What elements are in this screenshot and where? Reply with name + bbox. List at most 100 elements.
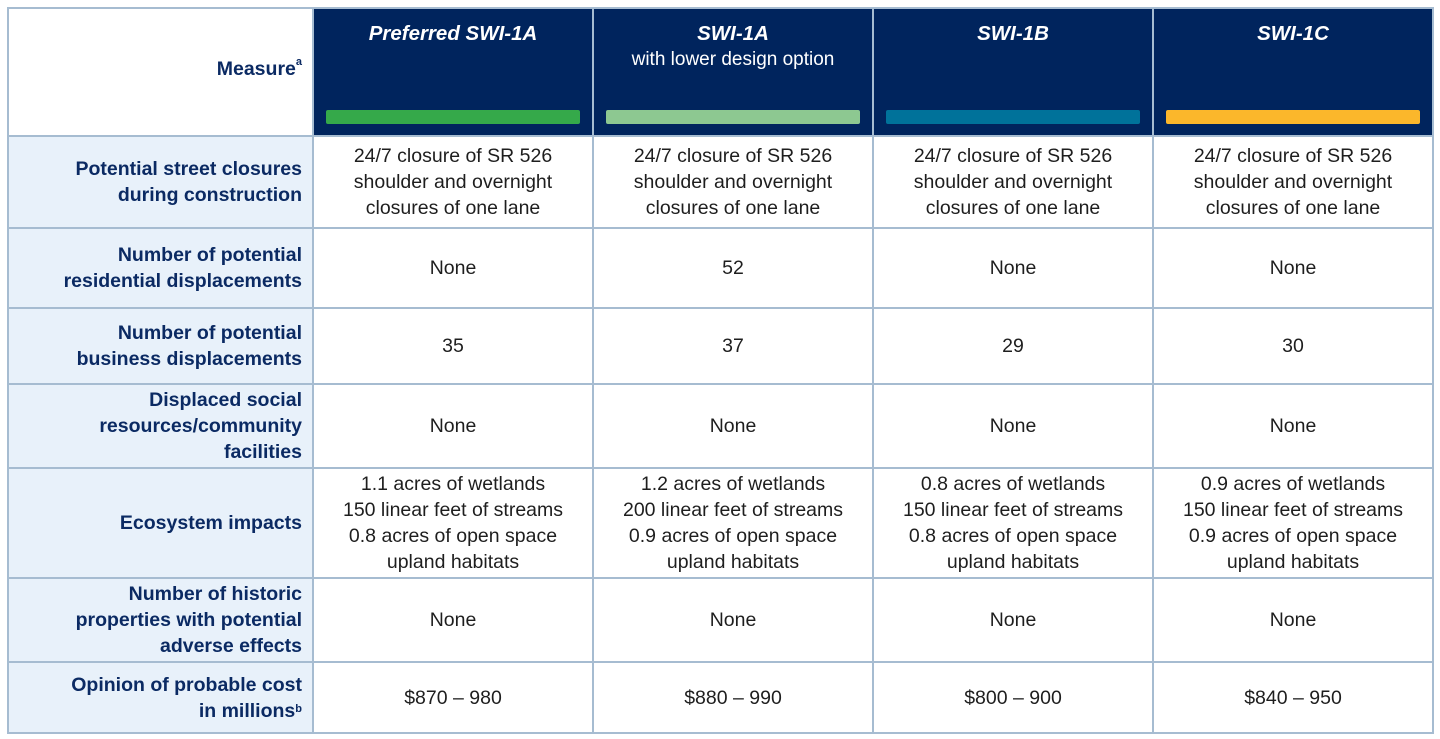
value-text: $880 – 990: [684, 686, 782, 709]
value-text: None: [429, 609, 477, 631]
value-cell: 1.1 acres of wetlands 150 linear feet of…: [312, 467, 594, 579]
measure-cell: Opinion of probable cost in millionsb: [7, 661, 314, 734]
value-text: None: [709, 415, 757, 437]
measure-text: properties with potential: [75, 609, 302, 631]
value-text: $840 – 950: [1244, 686, 1342, 709]
value-text: None: [429, 257, 477, 279]
option-subtitle: with lower design option: [631, 49, 835, 70]
measure-column-header: Measurea: [7, 7, 314, 137]
value-cell: 24/7 closure of SR 526 shoulder and over…: [1152, 135, 1434, 229]
value-cell: 52: [592, 227, 874, 309]
value-cell: 30: [1152, 307, 1434, 385]
option-title: SWI-1A: [697, 22, 769, 45]
measure-cell: Potential street closures during constru…: [7, 135, 314, 229]
measure-cell: Ecosystem impacts: [7, 467, 314, 579]
table-row-residential-displacements: Number of potential residential displace…: [7, 227, 1434, 309]
value-text: None: [1269, 609, 1317, 631]
value-text: 0.8 acres of open space: [908, 525, 1118, 547]
value-cell: $880 – 990: [592, 661, 874, 734]
value-text: shoulder and overnight: [633, 171, 833, 193]
value-cell: None: [1152, 227, 1434, 309]
option-title: SWI-1C: [1257, 22, 1329, 45]
value-cell: 35: [312, 307, 594, 385]
value-cell: None: [592, 383, 874, 469]
option-header-preferred-swi-1a: Preferred SWI-1A: [312, 7, 594, 137]
table-row-business-displacements: Number of potential business displacemen…: [7, 307, 1434, 385]
value-text: closures of one lane: [1205, 197, 1381, 219]
value-text: 150 linear feet of streams: [902, 499, 1124, 521]
header-row: Measurea Preferred SWI-1A SWI-1A with lo…: [7, 7, 1434, 137]
value-text: 150 linear feet of streams: [1182, 499, 1404, 521]
value-text: 0.9 acres of wetlands: [1200, 473, 1386, 495]
value-cell: $870 – 980: [312, 661, 594, 734]
table-row-street-closures: Potential street closures during constru…: [7, 135, 1434, 229]
value-cell: $840 – 950: [1152, 661, 1434, 734]
footnote-marker-b: b: [295, 702, 302, 715]
measure-text: adverse effects: [159, 635, 302, 657]
measure-text: Number of historic: [128, 583, 302, 605]
value-cell: None: [312, 383, 594, 469]
value-text: 35: [442, 335, 464, 357]
value-text: 0.8 acres of open space: [348, 525, 558, 547]
value-text: upland habitats: [666, 551, 800, 573]
table-row-probable-cost: Opinion of probable cost in millionsb $8…: [7, 661, 1434, 734]
option-header-swi-1b: SWI-1B: [872, 7, 1154, 137]
value-text: 24/7 closure of SR 526: [633, 145, 833, 167]
value-text: closures of one lane: [365, 197, 541, 219]
value-text: None: [989, 609, 1037, 631]
value-cell: 0.9 acres of wetlands 150 linear feet of…: [1152, 467, 1434, 579]
value-text: None: [989, 415, 1037, 437]
value-cell: None: [312, 577, 594, 663]
value-text: 52: [722, 257, 744, 279]
value-text: 1.1 acres of wetlands: [360, 473, 546, 495]
value-cell: None: [1152, 577, 1434, 663]
measure-text: facilities: [223, 441, 302, 463]
value-cell: 24/7 closure of SR 526 shoulder and over…: [872, 135, 1154, 229]
measure-text: Potential street closures: [75, 158, 303, 180]
value-cell: 1.2 acres of wetlands 200 linear feet of…: [592, 467, 874, 579]
value-text: upland habitats: [946, 551, 1080, 573]
footnote-marker-a: a: [295, 55, 302, 68]
value-cell: None: [1152, 383, 1434, 469]
value-cell: None: [592, 577, 874, 663]
value-text: shoulder and overnight: [353, 171, 553, 193]
value-cell: 37: [592, 307, 874, 385]
measure-text: Ecosystem impacts: [119, 512, 302, 534]
measure-text: residential displacements: [63, 270, 302, 292]
measure-cell: Displaced social resources/community fac…: [7, 383, 314, 469]
value-cell: 24/7 closure of SR 526 shoulder and over…: [592, 135, 874, 229]
value-cell: $800 – 900: [872, 661, 1154, 734]
value-text: 1.2 acres of wetlands: [640, 473, 826, 495]
value-cell: None: [872, 577, 1154, 663]
value-cell: 29: [872, 307, 1154, 385]
value-text: 30: [1282, 335, 1304, 357]
value-text: 0.9 acres of open space: [1188, 525, 1398, 547]
value-text: shoulder and overnight: [1193, 171, 1393, 193]
value-cell: None: [872, 227, 1154, 309]
option-color-bar-light-green: [606, 110, 860, 124]
measure-cell: Number of potential residential displace…: [7, 227, 314, 309]
measure-cell: Number of potential business displacemen…: [7, 307, 314, 385]
value-cell: 24/7 closure of SR 526 shoulder and over…: [312, 135, 594, 229]
value-text: 200 linear feet of streams: [622, 499, 844, 521]
table-row-social-resources: Displaced social resources/community fac…: [7, 383, 1434, 469]
measure-text: resources/community: [99, 415, 302, 437]
value-text: None: [1269, 257, 1317, 279]
value-text: 29: [1002, 335, 1024, 357]
value-cell: 0.8 acres of wetlands 150 linear feet of…: [872, 467, 1154, 579]
option-title: SWI-1B: [977, 22, 1049, 45]
value-cell: None: [872, 383, 1154, 469]
value-text: None: [1269, 415, 1317, 437]
option-color-bar-green: [326, 110, 580, 124]
value-text: None: [989, 257, 1037, 279]
value-text: 0.8 acres of wetlands: [920, 473, 1106, 495]
value-text: shoulder and overnight: [913, 171, 1113, 193]
measure-text: Opinion of probable cost: [71, 673, 302, 696]
value-text: 24/7 closure of SR 526: [1193, 145, 1393, 167]
measure-label: Measure: [216, 57, 296, 80]
measure-text: Number of potential: [117, 244, 302, 266]
table-row-historic-properties: Number of historic properties with poten…: [7, 577, 1434, 663]
comparison-table: Measurea Preferred SWI-1A SWI-1A with lo…: [7, 7, 1434, 734]
value-text: None: [429, 415, 477, 437]
value-text: 37: [722, 335, 744, 357]
